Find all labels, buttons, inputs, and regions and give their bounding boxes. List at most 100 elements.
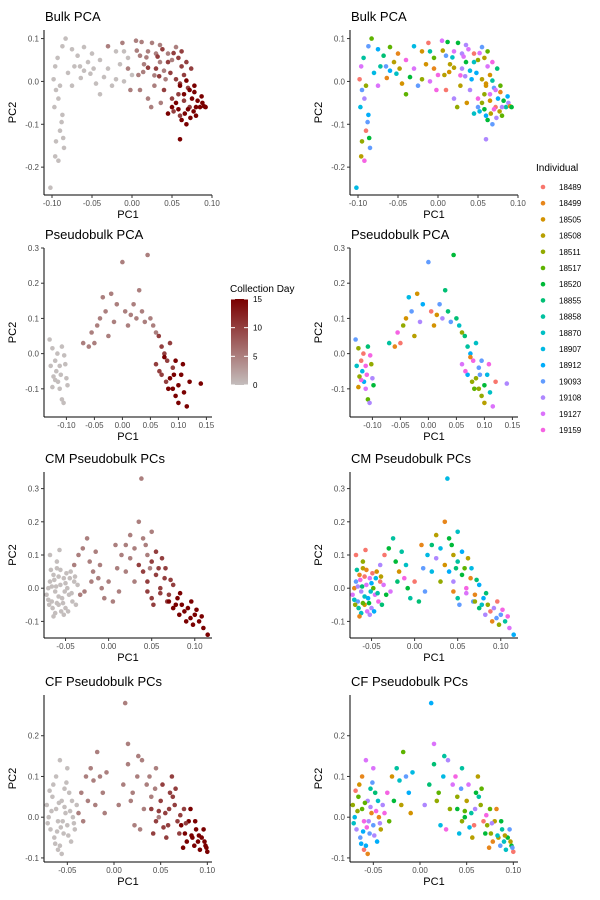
scatter-point (70, 814, 76, 820)
scatter-point (409, 309, 414, 314)
scatter-point (167, 790, 173, 796)
panel-cm-individual: CM Pseudobulk PCs PC1 PC2 -0.05 0.00 0.05 0… (313, 451, 518, 664)
scatter-point (192, 83, 197, 88)
y-tick-label: -0.1 (331, 385, 345, 394)
scatter-point (365, 344, 371, 349)
scatter-point (455, 595, 461, 601)
x-tick-label: 0.05 (449, 421, 465, 430)
scatter-point (385, 790, 390, 796)
scatter-point (420, 302, 426, 307)
scatter-point (370, 571, 375, 576)
scatter-point (362, 594, 367, 599)
scatter-point (378, 574, 384, 579)
x-tick-label: 0.10 (506, 866, 522, 875)
scatter-point (511, 632, 516, 637)
scatter-point (78, 75, 84, 81)
scatter-point (363, 843, 369, 848)
x-axis-label: PC1 (117, 876, 138, 888)
scatter-point (354, 827, 359, 832)
scatter-point (179, 117, 184, 123)
scatter-point (50, 605, 55, 611)
scatter-point (49, 808, 54, 814)
legend-swatch (540, 314, 546, 319)
scatter-point (197, 847, 203, 853)
scatter-point (157, 42, 163, 48)
scatter-point (382, 552, 387, 558)
scatter-point (359, 584, 365, 589)
scatter-point (144, 782, 149, 787)
scatter-point (130, 790, 135, 796)
scatter-point (159, 556, 165, 561)
scatter-point (170, 582, 176, 588)
scatter-point (113, 77, 119, 82)
scatter-point (56, 574, 61, 579)
scatter-point (54, 559, 60, 564)
scatter-point (173, 44, 179, 50)
y-tick-label: 0.0 (334, 813, 346, 822)
points-layer (353, 252, 510, 409)
scatter-point (193, 113, 199, 118)
points-layer (48, 36, 208, 190)
scatter-point (431, 323, 437, 328)
scatter-point (352, 597, 357, 603)
scatter-point (97, 92, 103, 97)
scatter-point (466, 47, 471, 52)
scatter-point (189, 96, 195, 101)
scatter-point (367, 400, 372, 406)
scatter-point (363, 128, 369, 133)
scatter-point (479, 602, 485, 608)
scatter-point (463, 59, 469, 65)
scatter-point (91, 66, 96, 71)
scatter-point (502, 833, 508, 838)
scatter-point (61, 353, 67, 358)
scatter-point (60, 600, 66, 606)
scatter-point (451, 579, 456, 584)
scatter-point (425, 552, 430, 558)
scatter-point (46, 585, 51, 591)
scatter-point (173, 393, 178, 399)
scatter-point (165, 823, 171, 828)
scatter-point (89, 330, 94, 335)
scatter-point (169, 774, 175, 779)
scatter-point (147, 566, 153, 571)
y-tick-label: 0.2 (28, 279, 40, 288)
scatter-point (156, 814, 162, 820)
scatter-point (114, 302, 120, 307)
scatter-point (157, 59, 163, 65)
scatter-point (402, 575, 407, 581)
scatter-point (395, 330, 400, 335)
scatter-point (106, 333, 111, 339)
legend-label: 18907 (559, 345, 582, 354)
scatter-point (93, 549, 98, 554)
scatter-point (368, 786, 373, 791)
scatter-point (176, 107, 181, 112)
scatter-point (134, 316, 139, 321)
scatter-point (508, 839, 513, 844)
scatter-point (383, 592, 389, 598)
scatter-point (427, 79, 433, 84)
scatter-point (136, 72, 141, 78)
x-tick-label: -0.05 (58, 866, 77, 875)
scatter-point (129, 72, 135, 78)
scatter-point (479, 100, 485, 106)
panel-cm-day: CM Pseudobulk PCs PC1 PC2 -0.05 0.00 0.05 0… (7, 451, 212, 664)
x-tick-label: 0.00 (124, 199, 140, 208)
scatter-point (205, 632, 210, 637)
scatter-point (427, 782, 432, 787)
panel-cf-day: CF Pseudobulk PCs PC1 PC2 -0.05 0.00 0.05 0… (7, 674, 216, 888)
scatter-point (192, 89, 197, 95)
scatter-point (363, 363, 369, 369)
scatter-point (398, 340, 403, 346)
scatter-point (434, 312, 440, 318)
scatter-point (181, 806, 187, 812)
scatter-point (450, 55, 455, 60)
scatter-point (368, 589, 374, 594)
scatter-point (72, 64, 77, 69)
scatter-point (369, 580, 374, 586)
scatter-point (372, 833, 377, 838)
legend-swatch (540, 379, 546, 384)
scatter-point (69, 47, 75, 52)
scatter-point (175, 595, 180, 601)
scatter-point (85, 798, 91, 804)
scatter-point (372, 790, 378, 796)
